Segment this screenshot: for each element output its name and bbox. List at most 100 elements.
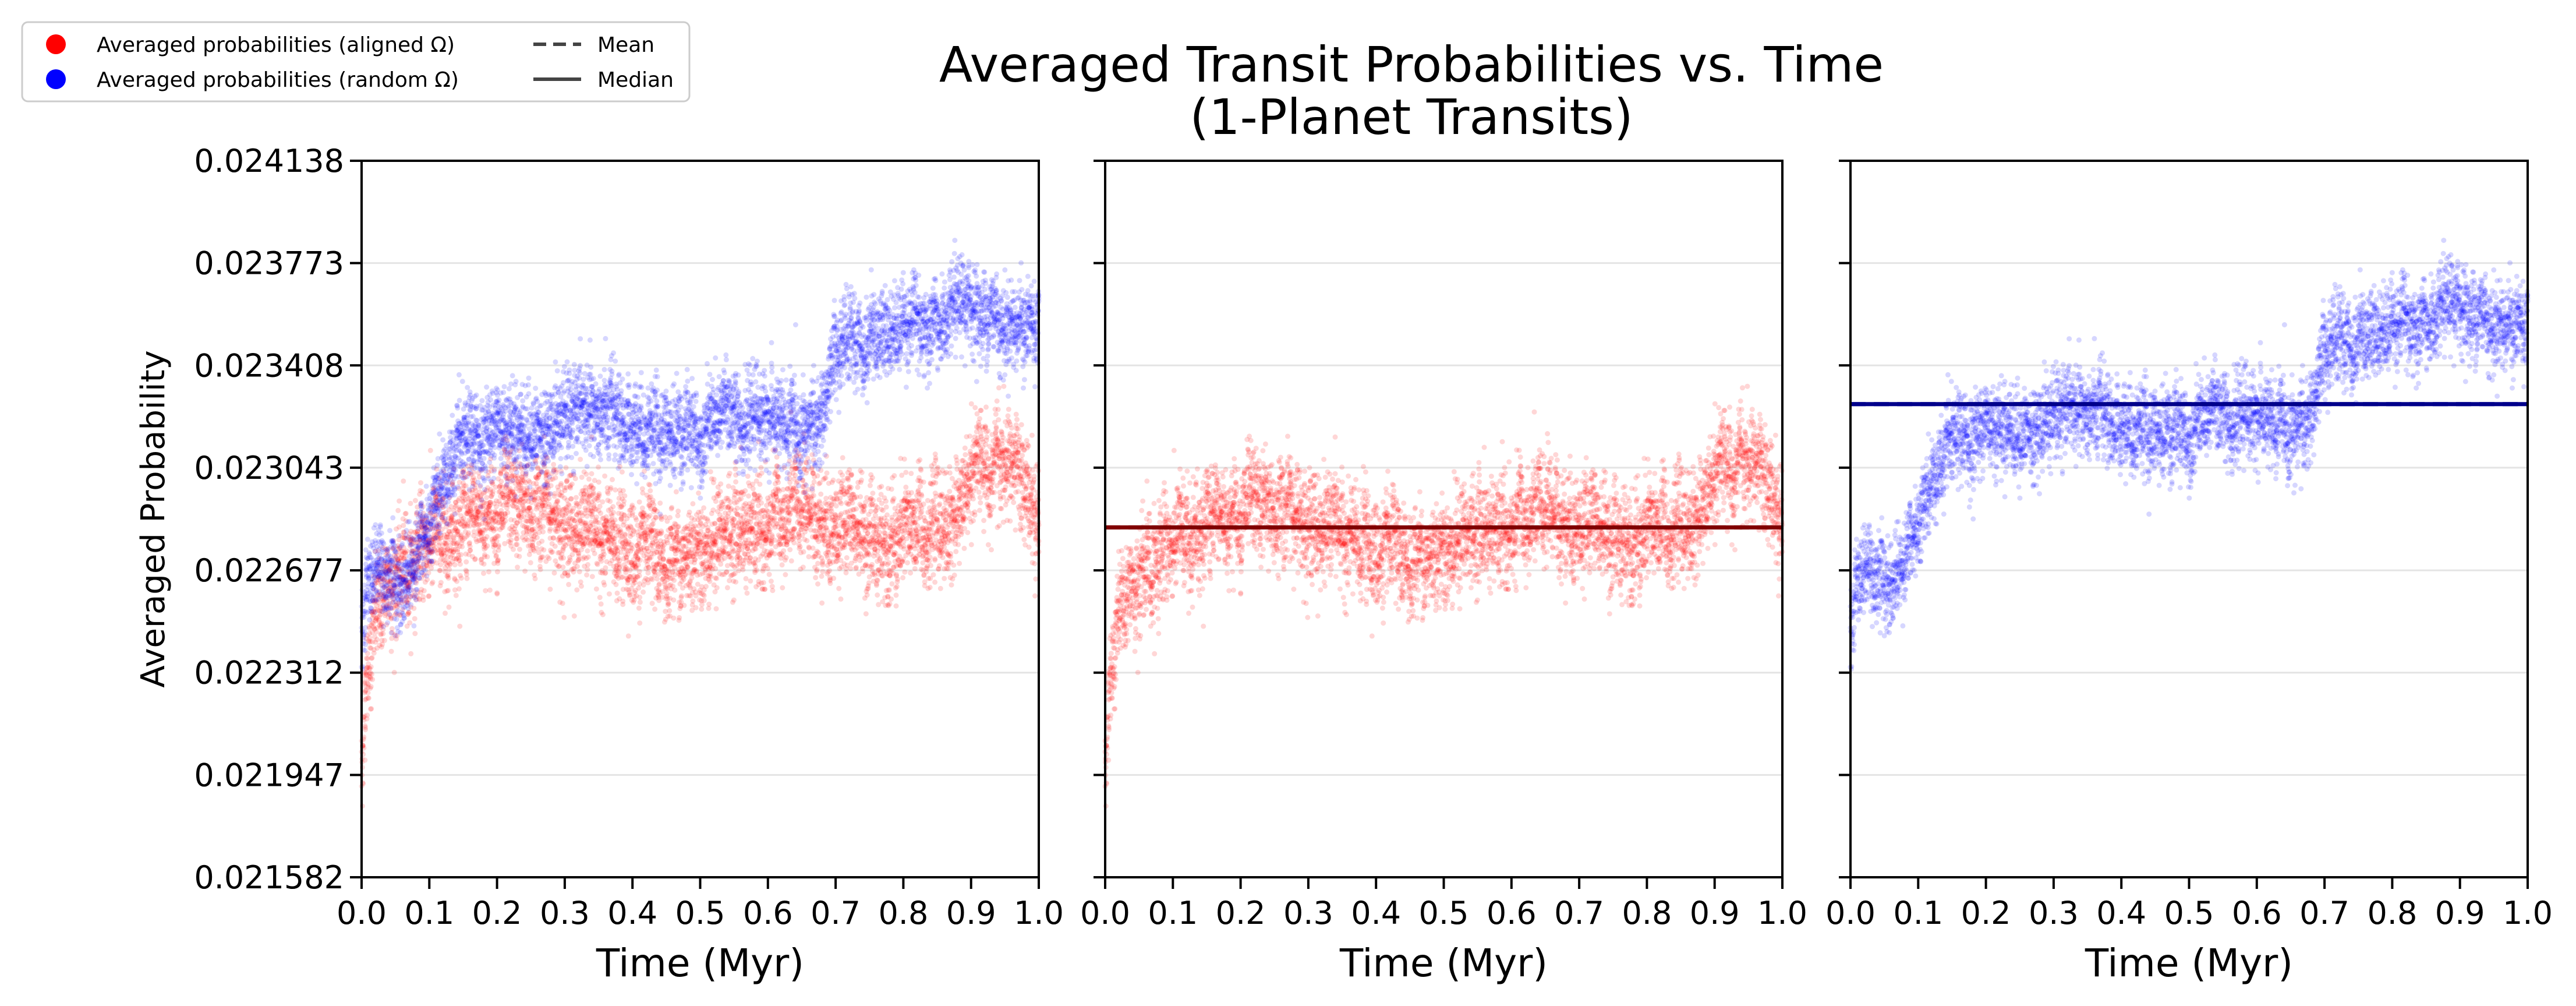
point-aligned — [560, 564, 566, 570]
point-aligned — [977, 495, 983, 500]
point-aligned — [585, 562, 590, 567]
point-aligned — [367, 666, 373, 672]
point-aligned — [373, 615, 379, 621]
point-aligned — [712, 521, 718, 527]
point-aligned — [369, 622, 374, 628]
point-aligned — [976, 489, 982, 495]
point-aligned — [672, 587, 678, 593]
point-aligned — [377, 605, 383, 610]
point-aligned — [600, 499, 606, 505]
point-aligned — [908, 570, 914, 576]
point-aligned — [713, 499, 719, 504]
point-aligned — [865, 530, 871, 536]
point-aligned — [445, 588, 451, 594]
point-aligned — [363, 666, 369, 672]
point-aligned — [718, 506, 724, 511]
point-aligned — [742, 488, 748, 493]
point-aligned — [641, 589, 646, 595]
point-aligned — [387, 556, 393, 562]
point-aligned — [760, 580, 766, 585]
point-aligned — [904, 560, 910, 566]
point-aligned — [367, 639, 373, 645]
point-aligned — [935, 465, 941, 470]
point-aligned — [961, 545, 967, 551]
point-aligned — [811, 493, 816, 499]
point-aligned — [713, 539, 719, 545]
point-aligned — [797, 544, 803, 550]
point-aligned — [390, 591, 395, 596]
point-aligned — [377, 612, 383, 617]
point-aligned — [367, 626, 373, 631]
point-aligned — [622, 531, 628, 537]
point-aligned — [636, 499, 642, 505]
point-aligned — [384, 571, 390, 577]
point-aligned — [561, 555, 566, 561]
point-aligned — [373, 617, 379, 623]
point-aligned — [370, 639, 376, 645]
point-aligned — [937, 501, 943, 507]
point-aligned — [391, 669, 397, 675]
point-aligned — [373, 629, 379, 635]
point-aligned — [385, 589, 391, 595]
point-aligned — [674, 530, 680, 535]
point-aligned — [864, 592, 870, 598]
point-aligned — [855, 485, 861, 490]
point-aligned — [647, 488, 653, 493]
point-aligned — [840, 472, 845, 478]
point-aligned — [490, 489, 496, 495]
point-aligned — [861, 509, 867, 514]
point-aligned — [362, 757, 368, 763]
point-aligned — [787, 547, 793, 553]
point-aligned — [371, 587, 377, 592]
point-aligned — [385, 615, 391, 620]
point-aligned — [669, 504, 675, 510]
point-aligned — [569, 481, 575, 487]
point-aligned — [384, 565, 390, 570]
point-aligned — [395, 507, 401, 513]
point-aligned — [960, 509, 965, 515]
point-aligned — [984, 434, 990, 440]
point-aligned — [908, 471, 914, 476]
point-aligned — [578, 457, 583, 463]
point-aligned — [858, 494, 864, 500]
point-aligned — [496, 534, 501, 539]
point-aligned — [598, 510, 603, 516]
point-aligned — [972, 512, 978, 518]
point-aligned — [483, 588, 489, 594]
point-aligned — [815, 560, 820, 566]
point-aligned — [636, 605, 642, 611]
point-aligned — [496, 548, 501, 553]
point-aligned — [631, 505, 636, 511]
point-aligned — [397, 498, 402, 504]
point-aligned — [912, 566, 918, 571]
point-aligned — [363, 696, 369, 702]
point-aligned — [385, 580, 391, 585]
point-aligned — [384, 603, 390, 609]
point-aligned — [494, 569, 500, 575]
point-aligned — [723, 544, 728, 550]
point-aligned — [374, 575, 380, 581]
point-aligned — [921, 479, 926, 485]
point-aligned — [729, 555, 734, 561]
point-aligned — [371, 598, 377, 604]
point-aligned — [387, 561, 393, 567]
point-aligned — [788, 558, 794, 564]
point-aligned — [886, 587, 892, 593]
point-aligned — [464, 576, 470, 581]
point-aligned — [540, 524, 546, 530]
point-aligned — [815, 473, 820, 479]
point-aligned — [783, 555, 789, 560]
point-aligned — [369, 672, 374, 677]
point-aligned — [823, 496, 829, 501]
point-aligned — [517, 546, 522, 552]
point-aligned — [889, 596, 894, 602]
point-aligned — [567, 557, 573, 563]
point-aligned — [364, 716, 370, 722]
point-aligned — [379, 596, 385, 602]
point-aligned — [363, 655, 369, 661]
point-aligned — [443, 610, 448, 616]
point-aligned — [528, 508, 534, 514]
point-aligned — [560, 601, 565, 606]
point-aligned — [848, 566, 854, 571]
point-aligned — [940, 555, 946, 560]
